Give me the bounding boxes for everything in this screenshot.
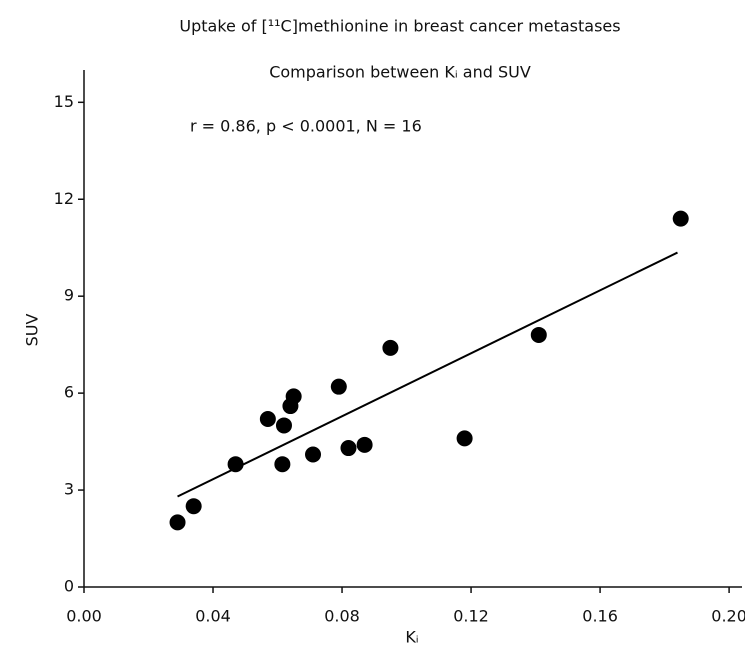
x-tick-label: 0.12 [453, 607, 489, 626]
x-tick-label: 0.16 [582, 607, 618, 626]
point [274, 456, 291, 473]
y-tick-label: 6 [64, 383, 74, 402]
point [356, 436, 373, 453]
y-tick-label: 0 [64, 577, 74, 596]
chart-subtitle: Comparison between Kᵢ and SUV [269, 63, 531, 82]
fit-line [177, 251, 678, 498]
point [382, 339, 399, 356]
chart-title: Uptake of [¹¹C]methionine in breast canc… [179, 17, 620, 36]
x-tick-label: 0.04 [195, 607, 231, 626]
x-tick-label: 0.00 [66, 607, 102, 626]
point [275, 417, 292, 434]
point [340, 440, 357, 457]
point [285, 388, 302, 405]
y-tick-label: 9 [64, 286, 74, 305]
point [185, 498, 202, 515]
point [330, 378, 347, 395]
annotation: r = 0.86, p < 0.0001, N = 16 [190, 117, 422, 136]
point [672, 210, 689, 227]
point [305, 446, 322, 463]
y-tick-label: 3 [64, 480, 74, 499]
x-axis-label: Kᵢ [405, 628, 418, 647]
x-tick-label: 0.08 [324, 607, 360, 626]
y-tick-label: 15 [54, 92, 74, 111]
y-axis-label: SUV [23, 314, 42, 347]
point [259, 410, 276, 427]
point [227, 456, 244, 473]
point [530, 326, 547, 343]
point [169, 514, 186, 531]
point [456, 430, 473, 447]
y-tick-label: 12 [54, 189, 74, 208]
x-tick-label: 0.20 [711, 607, 745, 626]
